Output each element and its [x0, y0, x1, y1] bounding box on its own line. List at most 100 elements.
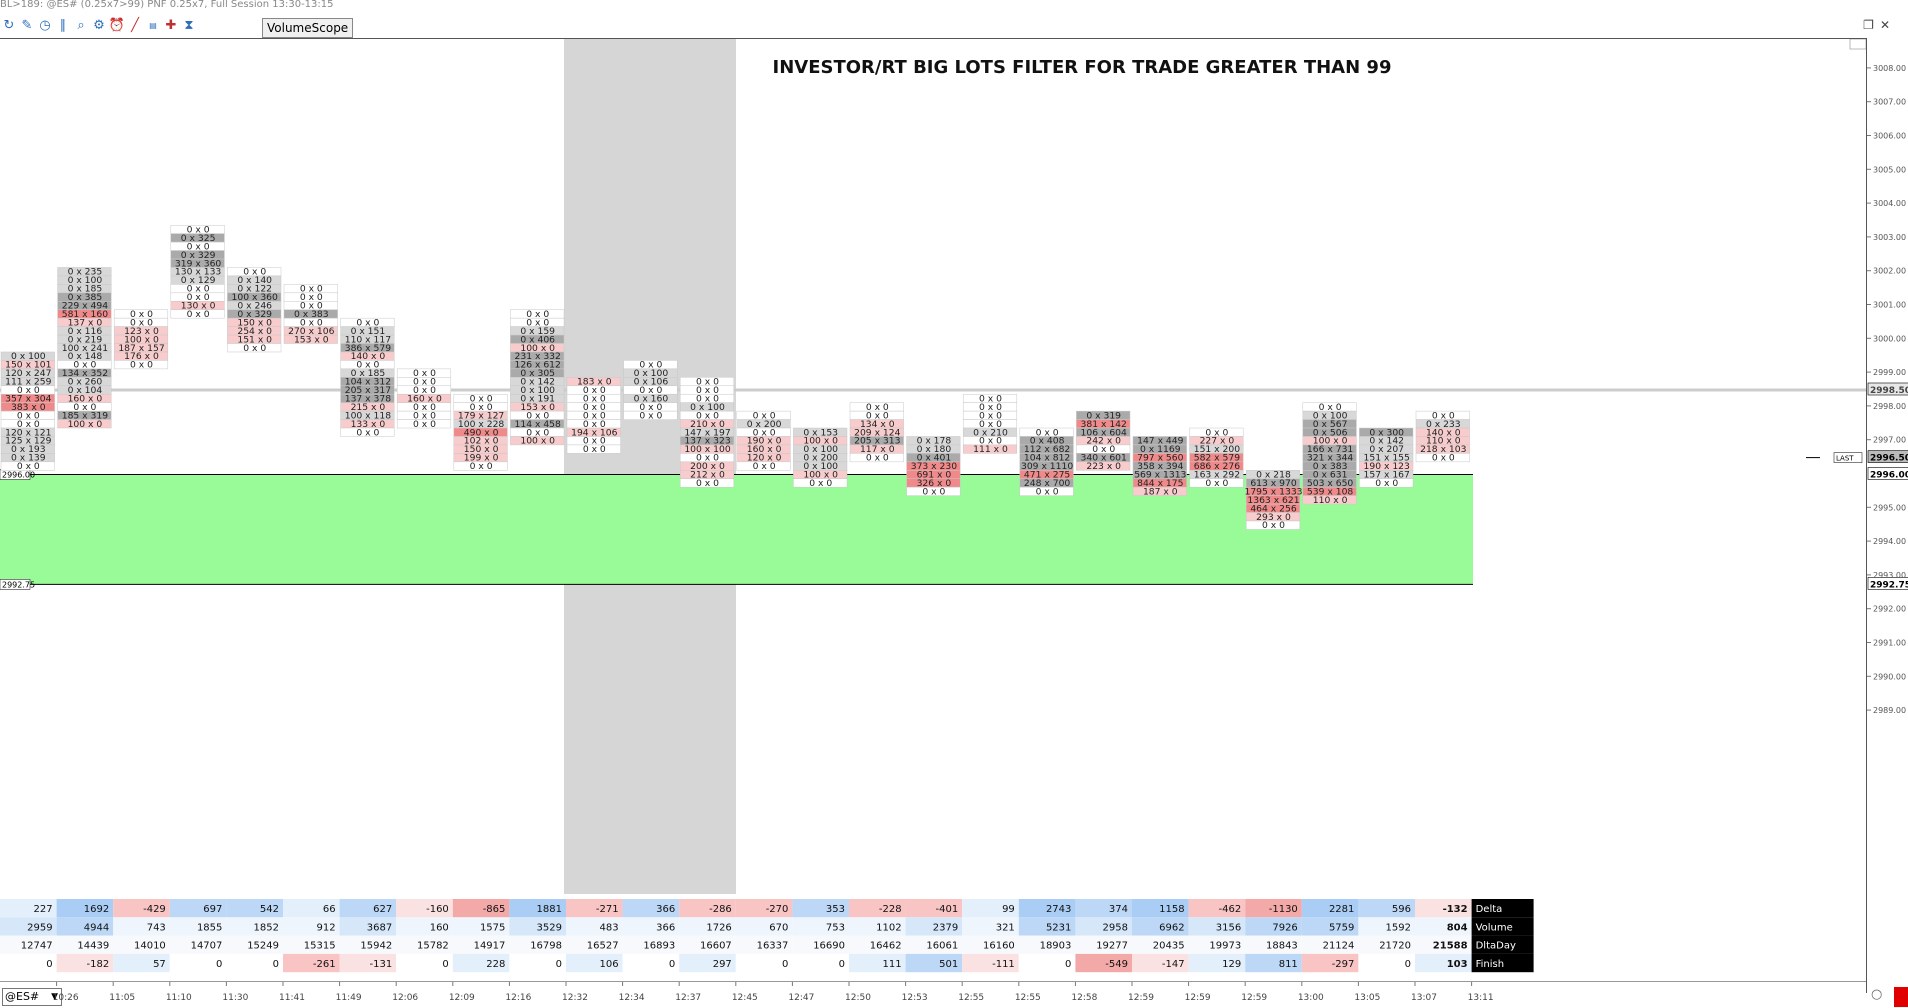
bar-cell-text: 0 x 200 [803, 453, 838, 464]
bar-cell-text: 111 x 259 [5, 377, 52, 388]
stat-cell [169, 917, 227, 936]
stat-value: 5759 [1329, 922, 1354, 933]
bar-cell-text: 231 x 332 [515, 351, 561, 362]
bar-cell-text: 133 x 0 [351, 419, 386, 430]
bar-cell-text: 100 x 100 [684, 444, 731, 455]
bar-cell-text: 613 x 970 [1250, 478, 1297, 489]
stat-cell [1075, 899, 1132, 918]
hourglass-icon[interactable]: ⧗ [184, 18, 194, 33]
bar-cell-text: 0 x 0 [979, 419, 1002, 430]
bar-cell-text: 0 x 0 [1432, 453, 1455, 464]
symbol-select[interactable]: @ES# ▼ [2, 988, 62, 1006]
bar-cell-text: 137 x 323 [684, 436, 731, 447]
bar-cell-text: 111 x 0 [973, 444, 1008, 455]
stat-cell [905, 917, 963, 936]
bar-cell-text: 0 x 0 [809, 478, 832, 489]
stat-value: 1575 [480, 922, 505, 933]
line-icon[interactable]: ╱ [131, 18, 139, 33]
bar-cell-text: 464 x 256 [1250, 503, 1297, 514]
volumescope-button[interactable]: VolumeScope [262, 18, 354, 38]
crosshair-icon[interactable]: ✚ [165, 18, 177, 33]
ref-price-box [1867, 382, 1908, 396]
chart-settings-icon[interactable]: ∥ [59, 18, 67, 33]
bar-cell-text: 0 x 0 [1319, 402, 1342, 413]
stat-value: 366 [656, 904, 675, 915]
bar-cell-text: 326 x 0 [917, 478, 952, 489]
stat-cell [1132, 917, 1189, 936]
title-icon[interactable]: ▤ [149, 21, 157, 30]
bar-cell-text: 0 x 0 [356, 427, 379, 438]
stat-value: 111 [883, 959, 902, 970]
stat-cell [679, 917, 736, 936]
stat-value: 501 [939, 959, 958, 970]
stat-value: -131 [369, 959, 392, 970]
last-marker-box [1833, 452, 1863, 463]
stat-cell [1018, 899, 1076, 918]
refresh-icon[interactable]: ↻ [3, 18, 15, 33]
stat-cell [1018, 953, 1076, 973]
zone-bottom-label-box [0, 579, 31, 590]
bar-cell-text: 0 x 0 [470, 461, 493, 472]
stat-value: 2959 [27, 922, 52, 933]
bar-cell-text: 0 x 100 [68, 275, 103, 286]
chart-area[interactable]: 2996.00 2992.75 0 x 100 150 x 101 120 x 247… [0, 38, 1866, 894]
bar-cell-text: 381 x 142 [1081, 419, 1127, 430]
restore-icon[interactable]: ❐ [1863, 18, 1880, 32]
stat-cell [169, 935, 227, 954]
price-tick-label: 3006.00 [1873, 132, 1906, 141]
stat-cell [339, 935, 397, 954]
bar-cell [396, 419, 452, 429]
stat-cell [735, 953, 793, 973]
stat-cell [226, 935, 283, 954]
bar-cell-text: 358 x 394 [1137, 461, 1184, 472]
bar-cell-text: 0 x 0 [866, 402, 889, 413]
stat-cell [679, 953, 736, 973]
stat-cell [962, 917, 1019, 936]
stat-value: 99 [1002, 904, 1015, 915]
stat-cell [283, 917, 340, 936]
bar-cell-text: 0 x 235 [68, 267, 103, 278]
alarm-icon[interactable]: ⏰ [108, 18, 126, 33]
bar-cell-text: 0 x 0 [753, 427, 776, 438]
bar-cell-text: 134 x 0 [860, 419, 895, 430]
bar-cell-text: 0 x 0 [583, 402, 606, 413]
stat-value: 66 [323, 904, 336, 915]
clock-icon[interactable]: ◷ [39, 18, 51, 33]
bar-cell-text: 150 x 0 [464, 444, 499, 455]
window-controls[interactable]: ❐✕ [1863, 18, 1896, 32]
chart-title: INVESTOR/RT BIG LOTS FILTER FOR TRADE GR… [773, 57, 1392, 78]
bar-cell-text: 0 x 0 [187, 284, 210, 295]
stat-cell [283, 935, 340, 954]
zoom-icon[interactable]: ⌕ [77, 18, 85, 33]
price-axis[interactable]: 3008.00 3007.00 3006.00 3005.00 3004.00 3003.… [1866, 38, 1908, 993]
bar-cell [227, 343, 282, 353]
bar-cell-text: 151 x 0 [237, 334, 272, 345]
stat-value: 2743 [1046, 904, 1071, 915]
gear-icon[interactable]: ⚙ [93, 18, 105, 33]
bar-cell-text: 383 x 0 [11, 402, 46, 413]
bar-cell-text: 0 x 207 [1369, 444, 1404, 455]
time-tick-label: 12:59 [1185, 993, 1211, 1003]
search-icon[interactable]: ○ [1871, 987, 1883, 1002]
stop-icon[interactable] [1894, 987, 1908, 1007]
stat-cell [792, 953, 849, 973]
bar-cell-text: 0 x 233 [1426, 419, 1461, 430]
bar-cell-text: 0 x 383 [294, 309, 329, 320]
bar-cell-text: 100 x 0 [520, 343, 555, 354]
time-tick-label: 12:37 [675, 993, 701, 1003]
price-tick-label: 2994.00 [1873, 537, 1906, 546]
stat-cell [905, 953, 963, 973]
corner-box [1849, 39, 1866, 50]
low-price-box-text: 2992.75 [1870, 580, 1908, 590]
bar-cell-text: 130 x 133 [175, 267, 222, 278]
close-icon[interactable]: ✕ [1879, 18, 1896, 32]
pencil-icon[interactable]: ✎ [21, 18, 33, 33]
bar-cell-text: 0 x 159 [520, 326, 555, 337]
time-tick-label: 12:55 [958, 993, 984, 1003]
stat-value: 3687 [367, 922, 392, 933]
bar-cell-text: 490 x 0 [464, 427, 499, 438]
stat-value: 3156 [1216, 922, 1241, 933]
